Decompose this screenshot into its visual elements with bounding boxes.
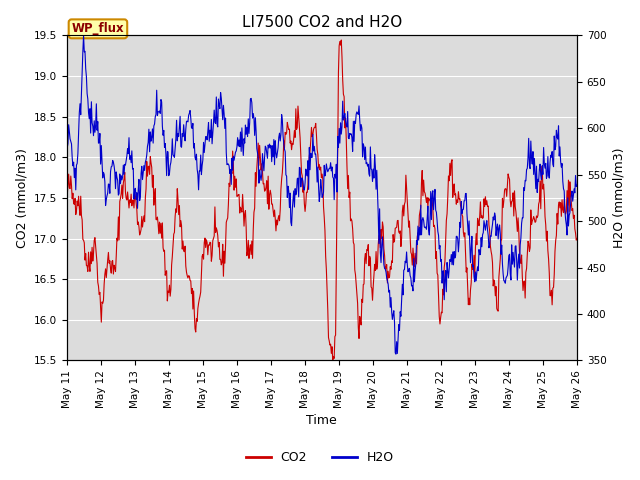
X-axis label: Time: Time	[307, 414, 337, 427]
H2O	[204, 129, 212, 135]
Y-axis label: CO2 (mmol/m3): CO2 (mmol/m3)	[15, 148, 28, 248]
H2O	[177, 144, 185, 149]
Line: H2O: H2O	[67, 36, 577, 354]
CO2	[204, 240, 211, 245]
CO2	[72, 212, 79, 217]
Text: WP_flux: WP_flux	[72, 23, 124, 36]
Y-axis label: H2O (mmol/m3): H2O (mmol/m3)	[612, 148, 625, 248]
CO2	[400, 213, 408, 219]
CO2	[337, 37, 345, 43]
CO2	[573, 236, 581, 241]
H2O	[573, 182, 581, 188]
CO2	[385, 275, 393, 281]
CO2	[329, 358, 337, 363]
Legend: CO2, H2O: CO2, H2O	[241, 446, 399, 469]
H2O	[392, 351, 400, 357]
H2O	[72, 187, 79, 193]
CO2	[176, 224, 184, 229]
H2O	[80, 33, 88, 38]
H2O	[400, 267, 408, 273]
H2O	[63, 129, 70, 134]
CO2	[63, 195, 70, 201]
H2O	[384, 281, 392, 287]
H2O	[125, 135, 133, 141]
Line: CO2: CO2	[67, 40, 577, 360]
CO2	[124, 196, 132, 202]
Title: LI7500 CO2 and H2O: LI7500 CO2 and H2O	[242, 15, 402, 30]
